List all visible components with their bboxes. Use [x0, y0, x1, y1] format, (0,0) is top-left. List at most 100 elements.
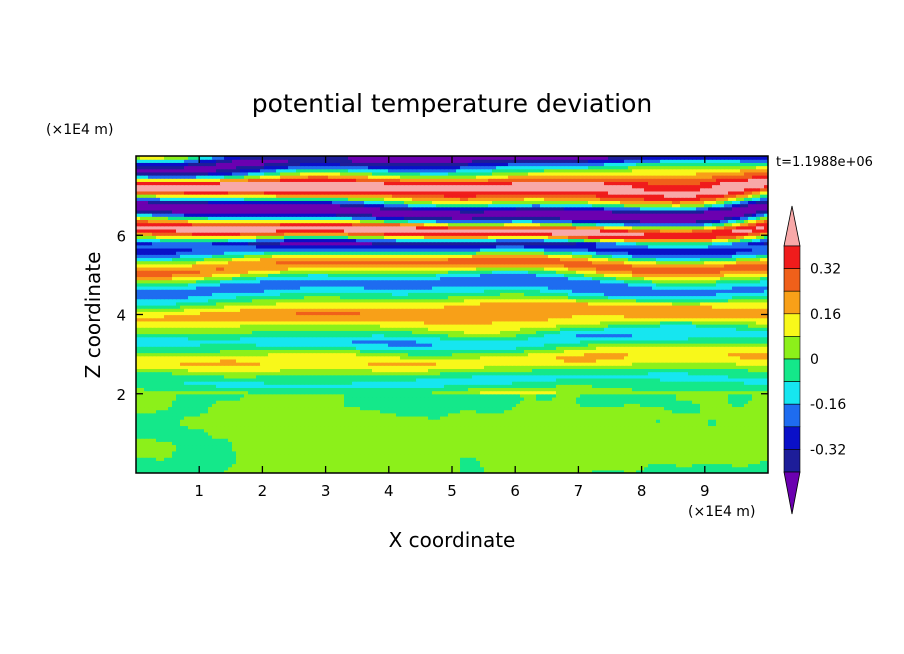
heatmap-cell	[216, 450, 221, 455]
heatmap-cell	[248, 422, 253, 427]
heatmap-cell	[744, 450, 749, 455]
heatmap-cell	[288, 431, 293, 436]
heatmap-cell	[612, 431, 617, 436]
heatmap-cell	[448, 457, 453, 461]
heatmap-cell	[320, 441, 325, 446]
heatmap-cell	[176, 469, 181, 473]
heatmap-cell	[212, 444, 217, 449]
heatmap-cell	[164, 450, 169, 455]
heatmap-cell	[408, 428, 413, 433]
heatmap-cell	[592, 463, 597, 468]
heatmap-cell	[384, 425, 389, 430]
heatmap-cell	[368, 438, 373, 442]
heatmap-cell	[748, 457, 753, 461]
heatmap-cell	[520, 460, 525, 465]
heatmap-cell	[436, 469, 441, 473]
heatmap-cell	[496, 460, 501, 465]
heatmap-cell	[252, 457, 257, 461]
heatmap-cell	[264, 457, 269, 461]
heatmap-cell	[232, 447, 237, 452]
heatmap-cell	[264, 450, 269, 455]
heatmap-cell	[452, 469, 457, 473]
heatmap-cell	[280, 434, 285, 439]
heatmap-cell	[584, 431, 589, 436]
heatmap-cell	[392, 441, 397, 446]
heatmap-field	[136, 156, 768, 473]
heatmap-cell	[296, 438, 301, 442]
heatmap-cell	[688, 460, 693, 465]
heatmap-cell	[180, 438, 185, 442]
heatmap-cell	[636, 460, 641, 465]
heatmap-cell	[144, 450, 149, 455]
heatmap-cell	[512, 444, 517, 449]
heatmap-cell	[204, 447, 209, 452]
heatmap-cell	[524, 422, 529, 427]
heatmap-cell	[220, 466, 225, 471]
heatmap-cell	[748, 447, 753, 452]
heatmap-cell	[496, 469, 501, 473]
heatmap-cell	[284, 469, 289, 473]
heatmap-cell	[556, 431, 561, 436]
heatmap-cell	[500, 428, 505, 433]
heatmap-cell	[256, 460, 261, 465]
heatmap-cell	[624, 466, 629, 471]
heatmap-cell	[588, 434, 593, 439]
heatmap-cell	[280, 450, 285, 455]
heatmap-cell	[556, 460, 561, 465]
heatmap-cell	[320, 431, 325, 436]
heatmap-cell	[584, 463, 589, 468]
heatmap-cell	[232, 422, 237, 427]
heatmap-cell	[296, 450, 301, 455]
heatmap-cell	[340, 431, 345, 436]
heatmap-cell	[544, 460, 549, 465]
heatmap-cell	[604, 425, 609, 430]
heatmap-cell	[648, 457, 653, 461]
heatmap-cell	[580, 463, 585, 468]
heatmap-cell	[496, 425, 501, 430]
heatmap-cell	[420, 457, 425, 461]
heatmap-cell	[512, 463, 517, 468]
heatmap-cell	[764, 438, 768, 442]
heatmap-cell	[548, 444, 553, 449]
heatmap-cell	[328, 438, 333, 442]
heatmap-cell	[244, 441, 249, 446]
heatmap-cell	[400, 463, 405, 468]
heatmap-cell	[532, 431, 537, 436]
heatmap-cell	[216, 447, 221, 452]
heatmap-cell	[396, 434, 401, 439]
heatmap-cell	[488, 466, 493, 471]
heatmap-cell	[608, 466, 613, 471]
heatmap-cell	[512, 466, 517, 471]
heatmap-cell	[516, 466, 521, 471]
heatmap-cell	[484, 450, 489, 455]
heatmap-cell	[136, 447, 141, 452]
heatmap-cell	[188, 469, 193, 473]
heatmap-cell	[460, 460, 465, 465]
heatmap-cell	[576, 453, 581, 458]
heatmap-cell	[332, 431, 337, 436]
heatmap-cell	[284, 441, 289, 446]
heatmap-cell	[252, 469, 257, 473]
heatmap-cell	[172, 450, 177, 455]
heatmap-cell	[604, 453, 609, 458]
heatmap-cell	[664, 431, 669, 436]
heatmap-cell	[724, 434, 729, 439]
heatmap-cell	[696, 434, 701, 439]
heatmap-cell	[416, 463, 421, 468]
heatmap-cell	[460, 450, 465, 455]
heatmap-cell	[700, 434, 705, 439]
heatmap-cell	[188, 431, 193, 436]
heatmap-cell	[324, 457, 329, 461]
heatmap-cell	[520, 453, 525, 458]
heatmap-cell	[696, 441, 701, 446]
heatmap-cell	[364, 469, 369, 473]
heatmap-cell	[692, 441, 697, 446]
heatmap-cell	[248, 466, 253, 471]
heatmap-cell	[372, 466, 377, 471]
heatmap-cell	[416, 428, 421, 433]
heatmap-cell	[672, 422, 677, 427]
heatmap-cell	[464, 453, 469, 458]
heatmap-cell	[708, 431, 713, 436]
heatmap-cell	[328, 434, 333, 439]
heatmap-cell	[608, 441, 613, 446]
